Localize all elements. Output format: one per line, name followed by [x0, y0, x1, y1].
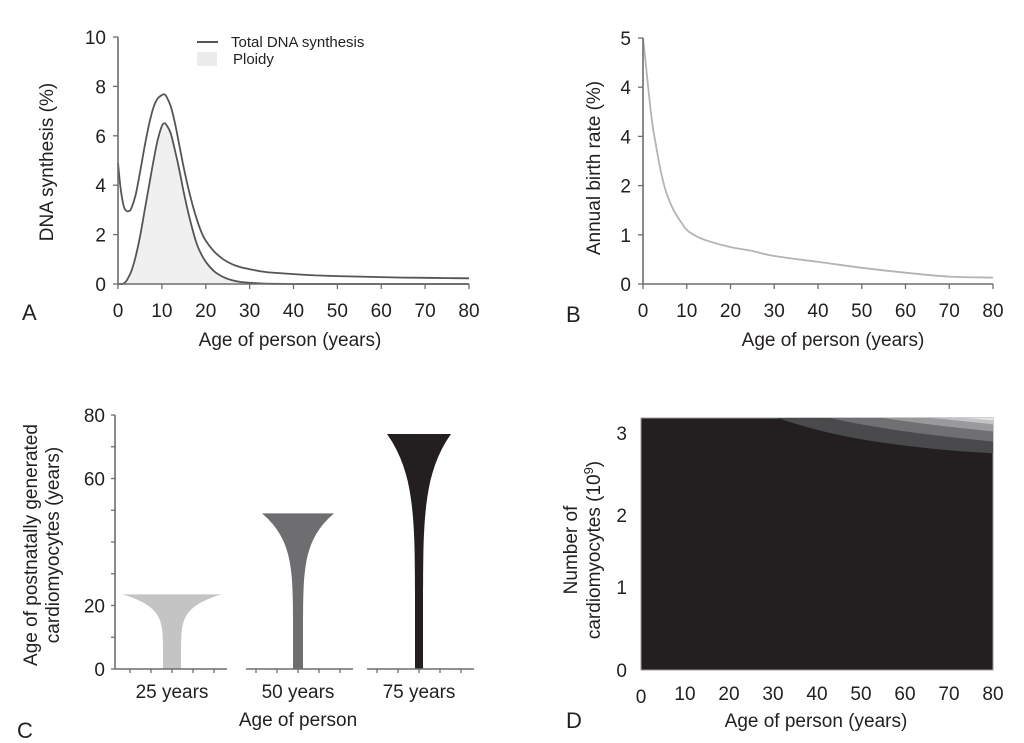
panel-d-axes: 0 10 20 30 40 50 60 70 80 0 1 2 3: [616, 424, 1003, 708]
y-tick-label: 8: [95, 77, 106, 98]
x-tick-label: 30: [764, 301, 785, 322]
panel-a: 0 10 20 30 40 50 60 70 80 0 2 4 6 8 10 Total DNA synth…: [22, 28, 480, 351]
y-tick-label: 3: [616, 424, 627, 445]
x-tick-label: 60: [371, 301, 392, 322]
x-category-label: 25 years: [136, 682, 209, 703]
x-category-label: 75 years: [383, 682, 456, 703]
x-tick-label: 20: [195, 301, 216, 322]
x-tick-label: 60: [895, 301, 916, 322]
panel-d-y-axis-title-superscript: 9: [581, 467, 596, 474]
y-tick-label: 6: [95, 127, 106, 148]
x-tick-label: 20: [718, 684, 739, 705]
panel-c-y-axis-title-line-2: cardiomyocytes (years): [43, 447, 64, 643]
x-tick-label: 10: [676, 301, 697, 322]
x-tick-label: 30: [762, 684, 783, 705]
heatmap-band: [931, 418, 993, 425]
panel-d: 0 10 20 30 40 50 60 70 80 0 1 2 3 Age of person (yea…: [561, 417, 1004, 733]
panel-d-y-axis-title-main: cardiomyocytes (10: [584, 474, 605, 639]
x-tick-label: 50: [850, 684, 871, 705]
y-tick-label: 2: [616, 506, 627, 527]
panel-b-x-axis-title: Age of person (years): [742, 330, 925, 351]
panel-a-axes: 0 10 20 30 40 50 60 70 80 0 2 4 6 8 10: [85, 28, 480, 322]
y-tick-label: 1: [620, 226, 631, 247]
panel-a-x-axis-title: Age of person (years): [199, 330, 382, 351]
x-tick-label: 40: [806, 684, 827, 705]
violin-50-years: [262, 513, 334, 669]
panel-a-y-axis-title: DNA synthesis (%): [37, 83, 58, 241]
heatmap-bands: [777, 418, 993, 454]
x-tick-label: 70: [939, 301, 960, 322]
panel-a-legend: Total DNA synthesis Ploidy: [197, 34, 364, 68]
y-tick-label: 1: [616, 578, 627, 599]
panel-c-plot-area: [123, 434, 451, 669]
panel-d-letter: D: [566, 708, 582, 733]
panel-b-letter: B: [566, 302, 581, 327]
panel-c-letter: C: [17, 718, 33, 743]
x-tick-label: 80: [982, 684, 1003, 705]
panel-b: 0 10 20 30 40 50 60 70 80 0 1 2 4 4 5 Age of person (y…: [566, 29, 1004, 351]
y-tick-label: 60: [84, 470, 105, 491]
panel-b-axes: 0 10 20 30 40 50 60 70 80 0 1 2 4 4 5: [620, 29, 1003, 322]
x-tick-label: 10: [674, 684, 695, 705]
x-tick-label: 10: [151, 301, 172, 322]
panel-d-y-axis-title-line-2: cardiomyocytes (109): [581, 461, 605, 639]
violin-75-years: [387, 434, 451, 669]
legend-label-total-dna-synthesis: Total DNA synthesis: [231, 34, 364, 51]
heatmap-band: [966, 418, 993, 421]
x-tick-label: 0: [113, 301, 124, 322]
x-tick-label: 40: [807, 301, 828, 322]
panel-b-plot-area: [642, 37, 994, 279]
y-tick-label: 20: [84, 597, 105, 618]
panel-a-plot-area: [117, 93, 470, 285]
x-tick-label: 70: [415, 301, 436, 322]
x-tick-label: 80: [982, 301, 1003, 322]
y-tick-label: 4: [95, 176, 106, 197]
y-tick-label: 2: [620, 177, 631, 198]
x-tick-label: 20: [720, 301, 741, 322]
heatmap-band: [883, 418, 993, 432]
total-dna-synthesis-line: [117, 93, 470, 280]
x-tick-label: 30: [239, 301, 260, 322]
y-tick-label: 10: [85, 28, 106, 49]
panel-c-axes: 0 20 60 80 25 years 50 years 75 years: [84, 406, 474, 703]
x-tick-label: 0: [638, 301, 649, 322]
panel-b-y-axis-title: Annual birth rate (%): [584, 81, 605, 255]
panel-c-y-axis-title-line-1: Age of postnatally generated: [21, 424, 42, 666]
panel-c: 0 20 60 80 25 years 50 years 75 years Age of p…: [17, 406, 474, 743]
y-tick-label: 0: [620, 275, 631, 296]
x-tick-label: 40: [283, 301, 304, 322]
x-category-label: 50 years: [262, 682, 335, 703]
panel-d-y-axis-title-line-1: Number of: [561, 505, 582, 594]
x-tick-label: 70: [938, 684, 959, 705]
legend-area-swatch: [197, 52, 217, 66]
y-tick-label: 0: [94, 660, 105, 681]
y-tick-label: 80: [84, 406, 105, 427]
y-tick-label: 5: [620, 29, 631, 50]
heatmap-background: [640, 417, 994, 671]
panel-d-plot-area: [640, 417, 994, 671]
violin-25-years: [123, 594, 221, 669]
panel-a-letter: A: [22, 300, 37, 325]
x-tick-label: 50: [327, 301, 348, 322]
legend-label-ploidy: Ploidy: [233, 51, 274, 68]
x-tick-label: 50: [851, 301, 872, 322]
annual-birth-rate-line: [642, 37, 994, 279]
panel-d-y-axis-title-close: ): [584, 461, 605, 467]
y-tick-label: 2: [95, 226, 106, 247]
panel-c-x-axis-title: Age of person: [239, 710, 357, 731]
y-tick-label: 0: [616, 661, 627, 682]
y-tick-label: 4: [620, 127, 631, 148]
panel-d-x-axis-title: Age of person (years): [725, 711, 908, 732]
ploidy-area: [118, 123, 469, 285]
x-tick-label: 0: [636, 687, 647, 708]
x-tick-label: 80: [458, 301, 479, 322]
x-tick-label: 60: [894, 684, 915, 705]
y-tick-label: 0: [95, 275, 106, 296]
y-tick-label: 4: [620, 78, 631, 99]
